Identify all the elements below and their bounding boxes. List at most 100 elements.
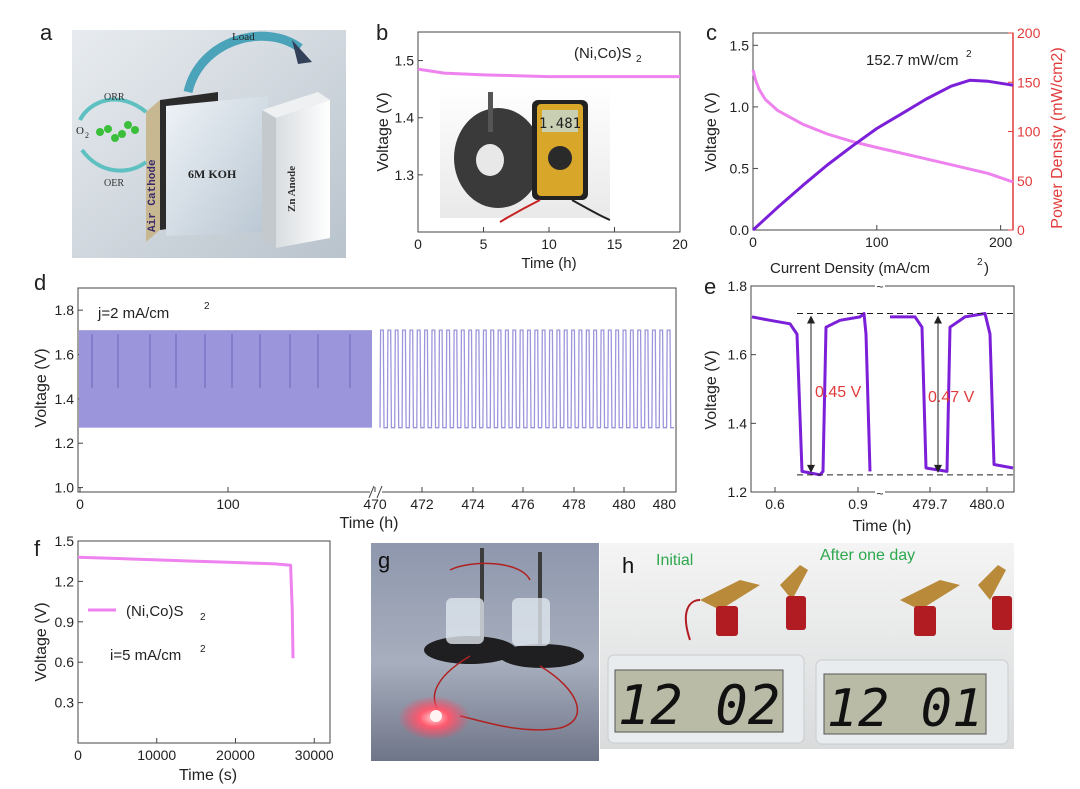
chart-f-xtick-2-label: 20000 bbox=[216, 747, 255, 763]
chart-c-ylabel: Voltage (V) bbox=[703, 92, 720, 171]
panel-a: a Load Air Cathode 6M KOH Zn Anode ORR O… bbox=[40, 20, 346, 258]
initial-label: Initial bbox=[656, 552, 693, 569]
panel-label-a: a bbox=[40, 20, 53, 45]
chart-e-ytick-3-label: 1.8 bbox=[728, 278, 748, 294]
oer-label: OER bbox=[104, 178, 124, 189]
chart-d-xtick-right-0-label: 472 bbox=[410, 496, 434, 512]
chart-b-annotation-sub: 2 bbox=[636, 54, 642, 65]
load-arrowhead bbox=[292, 40, 312, 64]
chart-c-y2tick-2-label: 100 bbox=[1017, 124, 1041, 140]
chart-d-xtick-right-1-label: 474 bbox=[461, 496, 485, 512]
chart-b-xtick-0-label: 0 bbox=[414, 236, 422, 252]
zn-anode-top bbox=[262, 92, 330, 118]
chart-b-annotation: (Ni,Co)S bbox=[574, 45, 632, 62]
chart-b-xtick-2-label: 10 bbox=[541, 236, 557, 252]
chart-c-ytick-3-label: 1.5 bbox=[730, 37, 750, 53]
koh-region bbox=[166, 96, 268, 236]
koh-label: 6M KOH bbox=[188, 167, 237, 181]
anode-label: Zn Anode bbox=[286, 166, 298, 212]
chart-f-xtick-1-label: 10000 bbox=[137, 747, 176, 763]
chart-b-xlabel: Time (h) bbox=[521, 255, 576, 272]
chart-c-y2label: Power Density (mW/cm2) bbox=[1049, 47, 1066, 228]
o2-label: O bbox=[76, 125, 84, 137]
chart-d: 1.0 1.2 1.4 1.6 1.8 0 100 470 472 474 476 478 480 480… bbox=[33, 287, 677, 532]
chart-d-cycles-line bbox=[379, 329, 674, 429]
chart-b-ytick-2-label: 1.5 bbox=[395, 53, 415, 69]
chart-e-break-bottom-mark: ~ bbox=[876, 487, 883, 501]
probe-lead-red bbox=[499, 199, 541, 223]
wire-top bbox=[449, 562, 531, 581]
chart-e-arrow-right-up bbox=[934, 315, 942, 324]
chart-b: 0 5 10 15 20 1.3 1.4 1.5 Time (h) Voltage (V) (Ni,… bbox=[375, 31, 688, 272]
multimeter-dial bbox=[548, 146, 572, 170]
chart-c-y2tick-3-label: 150 bbox=[1017, 74, 1041, 90]
chart-e-frame bbox=[750, 285, 1015, 493]
chart-d-xtick-left-0-label: 0 bbox=[76, 496, 84, 512]
panel-label-g: g bbox=[378, 548, 390, 573]
chart-c-voltage-line bbox=[751, 69, 1014, 184]
chart-d-xtick-right-4-label: 480 bbox=[612, 496, 636, 512]
panel-g: g bbox=[371, 543, 599, 761]
lcd-screen-after bbox=[823, 673, 987, 735]
chart-e-ylabel: Voltage (V) bbox=[703, 350, 720, 429]
led-light bbox=[430, 710, 442, 722]
panel-label-c: c bbox=[706, 20, 717, 45]
panel-d: d 1.0 1.2 1.4 1.6 1.8 0 100 470 472 474 476 478 480 4… bbox=[33, 270, 677, 532]
chart-b-xtick-4-label: 20 bbox=[672, 236, 688, 252]
chart-e-ytick-1-label: 1.4 bbox=[728, 415, 748, 431]
chart-e-xlabel: Time (h) bbox=[853, 518, 912, 535]
panel-label-b: b bbox=[376, 20, 388, 45]
chart-e-arrow-left-down bbox=[807, 464, 815, 473]
chart-b-ytick-1-label: 1.4 bbox=[395, 110, 415, 126]
cathode-label: Air Cathode bbox=[147, 159, 159, 232]
panel-label-d: d bbox=[34, 270, 46, 295]
chart-c-power-line bbox=[751, 78, 1014, 232]
chart-f-legend-label: (Ni,Co)S bbox=[126, 603, 184, 620]
chart-e-left-curve bbox=[751, 312, 872, 477]
chart-c-xtick-2-label: 200 bbox=[989, 234, 1013, 250]
multimeter-reading: 1.481 bbox=[539, 116, 581, 132]
chart-d-ytick-3-label: 1.6 bbox=[55, 347, 75, 363]
chart-e-annotation-1: 0.45 V bbox=[815, 384, 862, 401]
panel-label-f: f bbox=[34, 536, 41, 561]
clips-after bbox=[900, 565, 1012, 636]
oer-arrow bbox=[80, 148, 148, 173]
chart-b-ytick-0-label: 1.3 bbox=[395, 167, 415, 183]
zn-anode-side bbox=[262, 110, 276, 248]
chart-d-ytick-4-label: 1.8 bbox=[55, 302, 75, 318]
chart-d-break-mark-1 bbox=[368, 485, 375, 499]
chart-c-ytick-1-label: 0.5 bbox=[730, 160, 750, 176]
chart-f-frame bbox=[77, 540, 331, 744]
cell-clamp-rod bbox=[488, 92, 493, 132]
o2-subscript: 2 bbox=[85, 131, 89, 140]
panel-b-photo-inset: 1.481 bbox=[440, 84, 611, 223]
orr-label: ORR bbox=[104, 92, 125, 103]
chart-d-xtick-right-2-label: 476 bbox=[511, 496, 535, 512]
chart-c-ytick-2-label: 1.0 bbox=[730, 99, 750, 115]
chart-f: 0 10000 20000 30000 0.3 0.6 0.9 1.2 1.5 (Ni,Co)S 2… bbox=[33, 533, 334, 784]
chart-d-xtick-left-2-label: 470 bbox=[363, 496, 387, 512]
zn-anode-front bbox=[276, 100, 330, 248]
chart-d-xtick-right-3-label: 478 bbox=[562, 496, 586, 512]
panel-f: f 0 10000 20000 30000 0.3 0.6 0.9 1.2 1.5 (Ni,Co)… bbox=[33, 533, 334, 784]
chart-e: 1.2 1.4 1.6 1.8 ~ ~0.45 V 0.47 V 0.6 0.9 479.7 480… bbox=[703, 278, 1015, 535]
chart-b-xtick-1-label: 5 bbox=[480, 236, 488, 252]
chart-f-xlabel: Time (s) bbox=[179, 767, 237, 784]
cell-window bbox=[476, 144, 504, 176]
chart-d-ytick-0-label: 1.0 bbox=[55, 480, 75, 496]
chart-f-xtick-0-label: 0 bbox=[74, 747, 82, 763]
lcd-screen-initial bbox=[614, 669, 784, 733]
chart-f-legend-sub: 2 bbox=[200, 612, 206, 623]
chart-c-ytick-0-label: 0.0 bbox=[730, 222, 750, 238]
chart-e-arrow-left-up bbox=[807, 315, 815, 324]
oxygen-molecules bbox=[96, 121, 139, 142]
chart-e-xtick-right-1-label: 480.0 bbox=[969, 496, 1004, 512]
chart-e-xtick-right-0-label: 479.7 bbox=[912, 496, 947, 512]
panel-e: e 1.2 1.4 1.6 1.8 ~ ~0.45 V 0.47 V 0.6 0.9 479.7 4… bbox=[703, 274, 1015, 535]
chart-f-note-sup: 2 bbox=[200, 644, 206, 655]
clock-digits-initial: 12 02 bbox=[618, 674, 781, 737]
air-cathode-side bbox=[146, 100, 160, 242]
chart-d-ylabel: Voltage (V) bbox=[33, 348, 50, 427]
chart-f-note: i=5 mA/cm bbox=[110, 647, 181, 664]
